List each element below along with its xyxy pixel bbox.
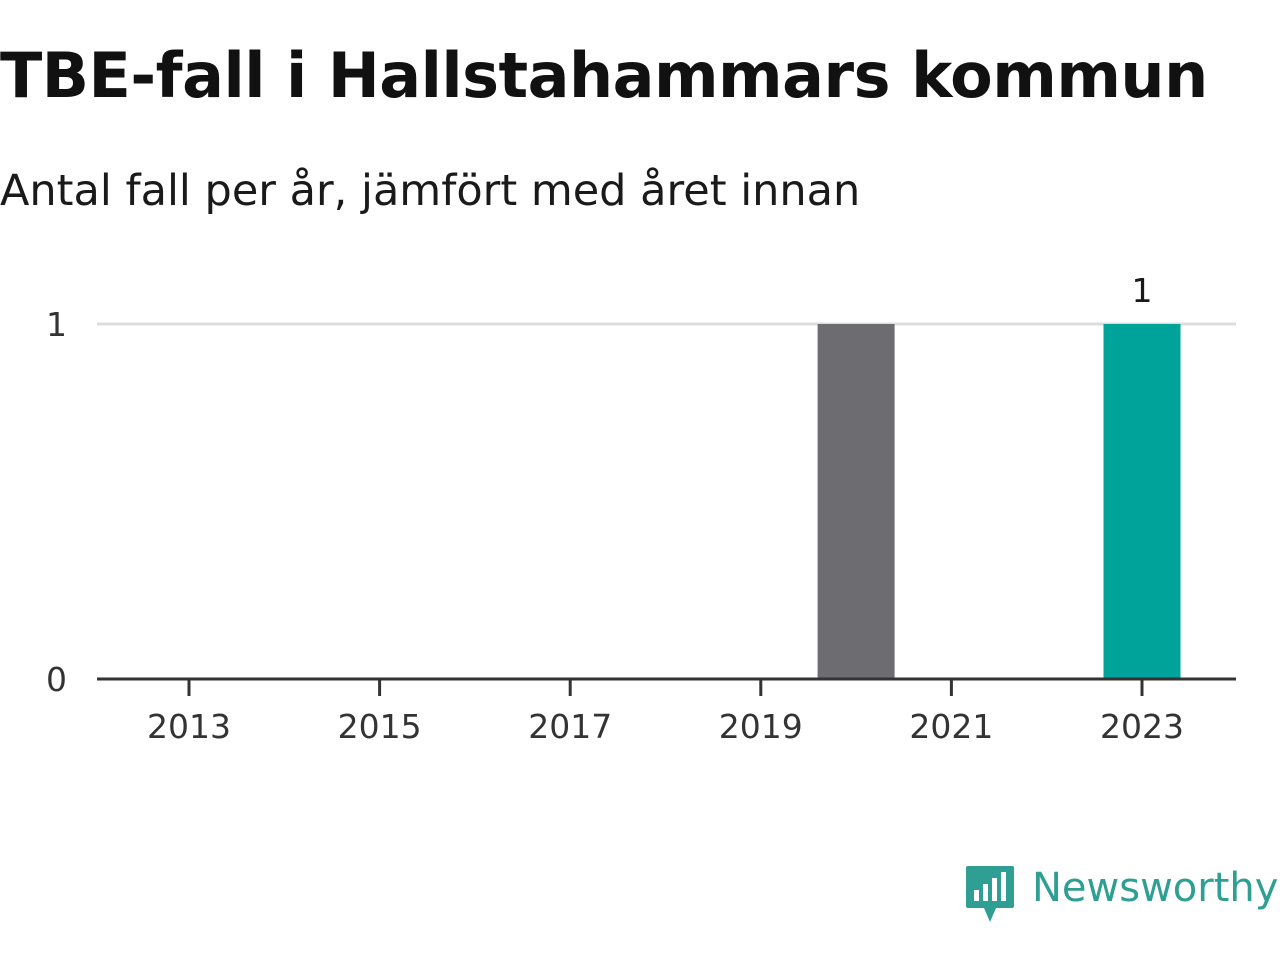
bar-2023 [1103, 324, 1181, 679]
brand-name: Newsworthy [1032, 865, 1279, 911]
x-tick-label: 2021 [909, 707, 993, 746]
bar-2020 [817, 324, 895, 679]
x-tick-label: 2023 [1100, 707, 1184, 746]
chart-title: TBE-fall i Hallstahammars kommun [0, 39, 1208, 112]
data-label: 1 [1132, 271, 1153, 310]
y-tick-label: 0 [46, 660, 67, 699]
x-tick-label: 2019 [719, 707, 803, 746]
x-tick-label: 2015 [338, 707, 422, 746]
x-tick-label: 2017 [528, 707, 612, 746]
x-tick-label: 2013 [147, 707, 231, 746]
brand-logo: Newsworthy [964, 864, 1280, 926]
chart-subtitle: Antal fall per år, jämfört med året inna… [0, 166, 861, 216]
newsworthy-logo-icon [966, 866, 1014, 922]
y-tick-label: 1 [46, 305, 67, 344]
